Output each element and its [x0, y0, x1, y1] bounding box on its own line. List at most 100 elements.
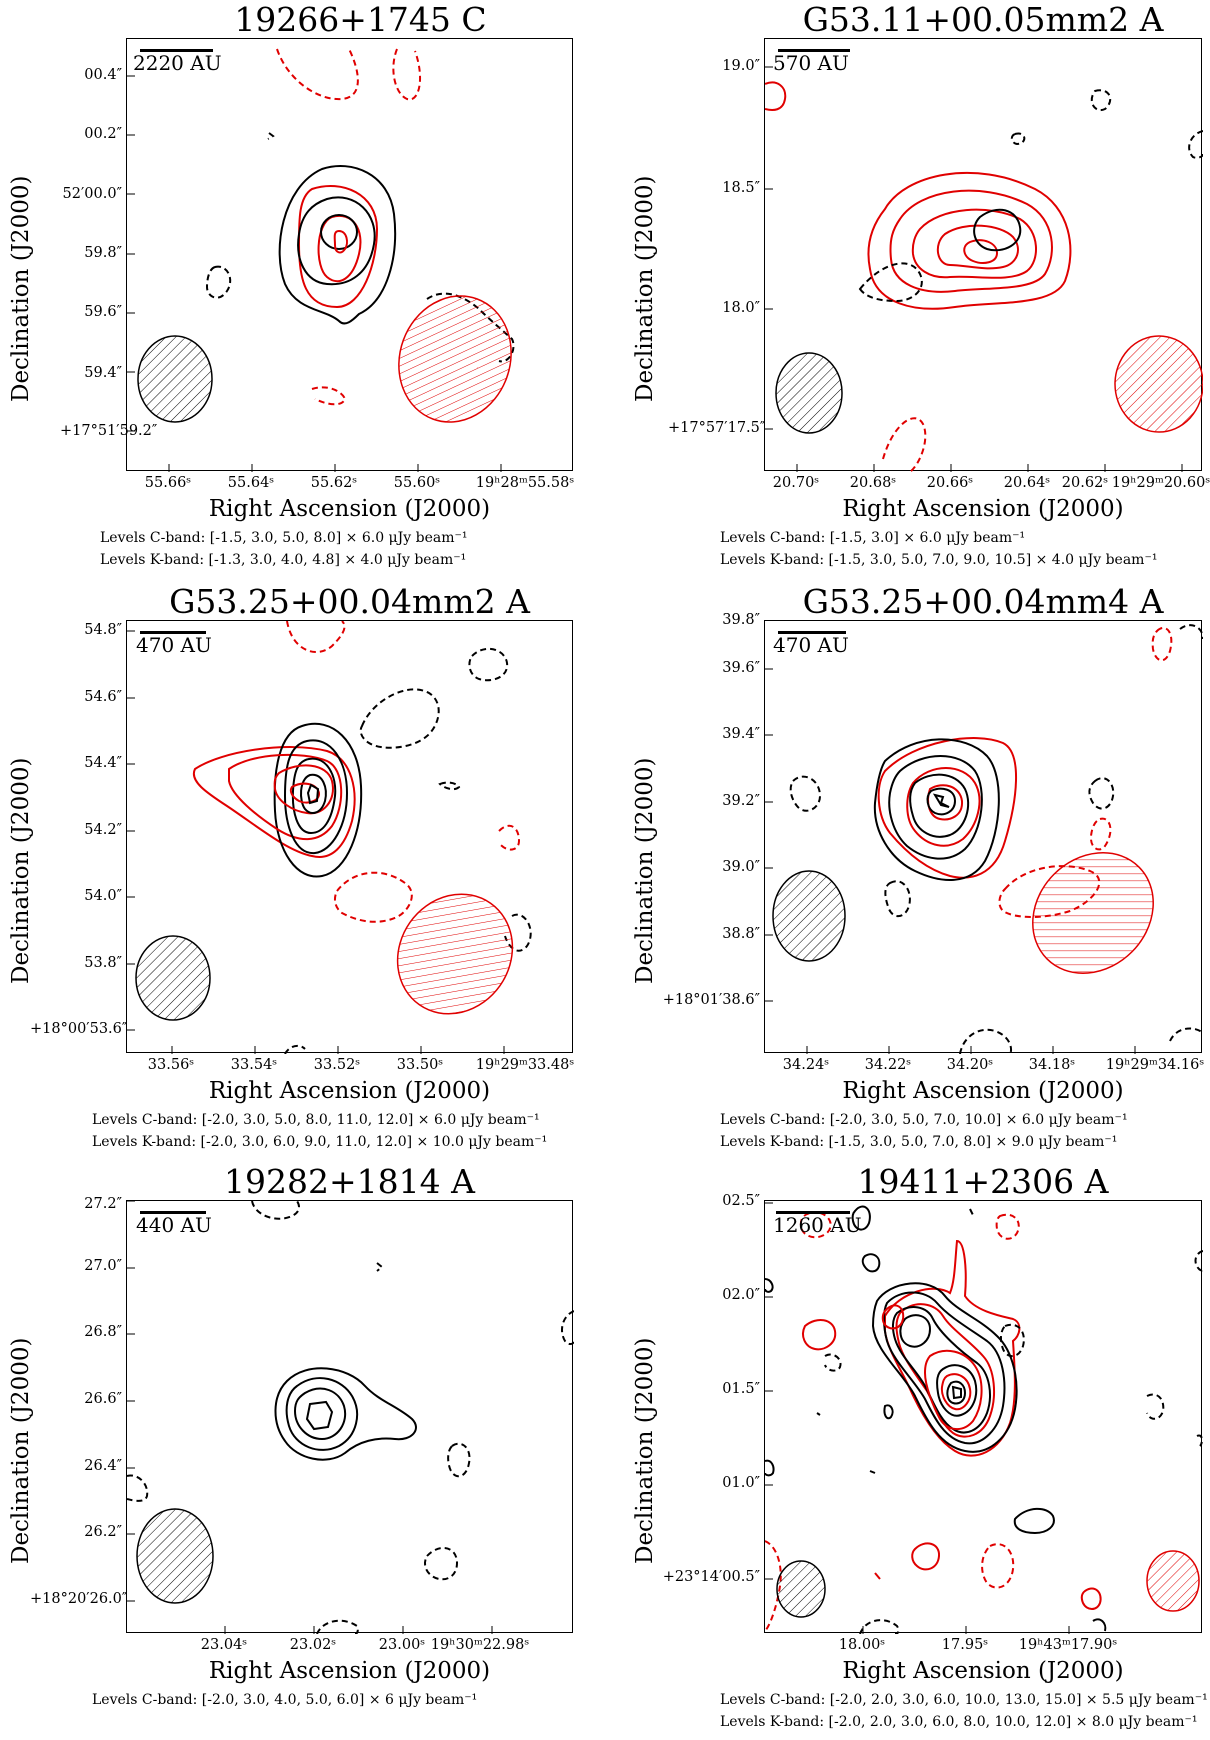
k-band-negative-contour: [276, 48, 359, 101]
x-tick-label: 33.50ˢ: [396, 1057, 444, 1073]
y-tick-label: 52′00.0″: [62, 186, 122, 202]
levels-c-band: Levels C-band: [-2.0, 2.0, 3.0, 6.0, 10.…: [720, 1692, 1208, 1708]
c-band-contour: [297, 196, 376, 286]
x-tick-label: 34.18ˢ: [1028, 1057, 1076, 1073]
k-band-negative-contour: [981, 1543, 1015, 1589]
c-band-negative-contour: [969, 1208, 974, 1216]
c-band-contour: [888, 755, 983, 860]
y-tick-label: 01.5″: [722, 1381, 760, 1397]
k-band-contour: [874, 1572, 881, 1580]
k-band-beam: [398, 295, 512, 423]
k-band-contour: [1080, 1587, 1102, 1610]
c-band-negative-contour: [858, 262, 923, 303]
y-tick-label: 27.0″: [84, 1258, 122, 1274]
k-band-negative-contour: [498, 824, 521, 851]
tick-marks: [127, 1201, 493, 1634]
c-band-contour: [873, 738, 1000, 881]
contour-plot: [127, 621, 532, 1054]
levels-k-band: Levels K-band: [-2.0, 2.0, 3.0, 6.0, 8.0…: [720, 1714, 1198, 1730]
contour-plot: [765, 66, 1203, 472]
y-tick-label: +18°20′26.0″: [30, 1591, 128, 1607]
contour-plot: [127, 1201, 574, 1634]
c-band-negative-contour: [1188, 130, 1203, 159]
c-band-negative-contour: [1090, 89, 1112, 112]
scale-bar-label: 2220 AU: [133, 51, 222, 75]
y-tick-label: 19.0″: [722, 58, 760, 74]
c-band-contour: [946, 1380, 967, 1405]
c-band-negative-contour: [267, 132, 275, 140]
x-tick-label: 19ʰ28ᵐ55.58ˢ: [475, 475, 575, 491]
tick-marks: [765, 66, 1183, 472]
c-band-negative-contour: [359, 688, 440, 749]
c-band-contour: [300, 773, 327, 814]
k-band-contour: [273, 764, 334, 815]
x-tick-label: 19ʰ43ᵐ17.90ˢ: [1018, 1637, 1118, 1653]
c-band-contour: [320, 214, 358, 250]
c-band-contour: [278, 165, 397, 325]
y-axis-label: Declination (J2000): [8, 1337, 34, 1564]
k-band-contour: [192, 746, 356, 858]
y-tick-label: 39.2″: [722, 793, 760, 809]
k-band-contour: [911, 208, 1038, 279]
x-tick-label: 20.62ˢ: [1061, 475, 1109, 491]
y-axis-label: Declination (J2000): [632, 1337, 658, 1564]
c-band-negative-contour: [284, 1044, 306, 1054]
c-band-contour: [861, 1253, 881, 1273]
c-band-contour: [765, 1278, 774, 1293]
c-band-contour: [1092, 1618, 1107, 1632]
c-band-contour: [909, 773, 970, 838]
c-band-negative-contour: [127, 1474, 149, 1502]
y-tick-label: 59.8″: [84, 245, 122, 261]
c-band-negative-contour: [423, 1547, 459, 1581]
scale-bar-label: 1260 AU: [773, 1213, 862, 1237]
levels-k-band: Levels K-band: [-1.5, 3.0, 5.0, 7.0, 9.0…: [720, 552, 1158, 568]
y-tick-label: 01.0″: [722, 1475, 760, 1491]
y-tick-label: +18°01′38.6″: [662, 992, 760, 1008]
c-band-beam: [772, 870, 846, 962]
y-tick-label: 39.6″: [722, 660, 760, 676]
x-tick-label: 55.60ˢ: [393, 475, 441, 491]
levels-c-band: Levels C-band: [-2.0, 3.0, 5.0, 8.0, 11.…: [92, 1112, 540, 1128]
panel-title: G53.25+00.04mm2 A: [169, 582, 530, 621]
x-axis-label: Right Ascension (J2000): [842, 496, 1124, 522]
y-tick-label: 26.6″: [84, 1391, 122, 1407]
x-tick-label: 18.00ˢ: [838, 1637, 886, 1653]
contour-frame: [126, 620, 573, 1054]
c-band-negative-contour: [447, 1442, 471, 1478]
contour-plot: [127, 48, 515, 472]
y-tick-label: 39.8″: [722, 612, 760, 628]
panel-title: G53.25+00.04mm4 A: [802, 582, 1164, 621]
scale-bar: [140, 631, 206, 634]
c-band-contour: [891, 1306, 991, 1434]
c-band-negative-contour: [438, 781, 461, 791]
panel-title: 19411+2306 A: [857, 1162, 1109, 1201]
x-tick-label: 20.64ˢ: [1003, 475, 1051, 491]
x-tick-label: 20.66ˢ: [926, 475, 974, 491]
y-tick-label: +18°00′53.6″: [30, 1021, 128, 1037]
c-band-beam: [776, 1560, 826, 1618]
c-band-beam: [135, 935, 211, 1021]
c-band-negative-contour: [859, 1619, 900, 1634]
y-tick-label: 54.4″: [84, 755, 122, 771]
k-band-contour: [940, 1373, 972, 1411]
tick-marks: [127, 75, 502, 472]
k-band-contour: [923, 1349, 983, 1430]
y-tick-label: 53.8″: [84, 955, 122, 971]
x-axis-label: Right Ascension (J2000): [208, 1658, 491, 1684]
y-tick-label: 18.0″: [722, 300, 760, 316]
y-tick-label: 59.6″: [84, 304, 122, 320]
c-band-negative-contour: [1179, 624, 1203, 640]
y-tick-label: 02.0″: [722, 1287, 760, 1303]
k-band-negative-contour: [333, 871, 413, 923]
c-band-negative-contour: [959, 1028, 1013, 1054]
k-band-contour: [765, 81, 787, 111]
tick-marks: [765, 668, 1136, 1054]
k-band-contour: [297, 184, 379, 309]
c-band-contour: [883, 1291, 1006, 1445]
c-band-contour: [899, 1314, 932, 1348]
c-band-negative-contour: [789, 775, 822, 812]
y-axis-label: Declination (J2000): [632, 757, 658, 984]
y-axis-label: Declination (J2000): [8, 175, 34, 402]
k-band-negative-contour: [995, 1213, 1020, 1240]
x-tick-label: 33.56ˢ: [147, 1057, 195, 1073]
